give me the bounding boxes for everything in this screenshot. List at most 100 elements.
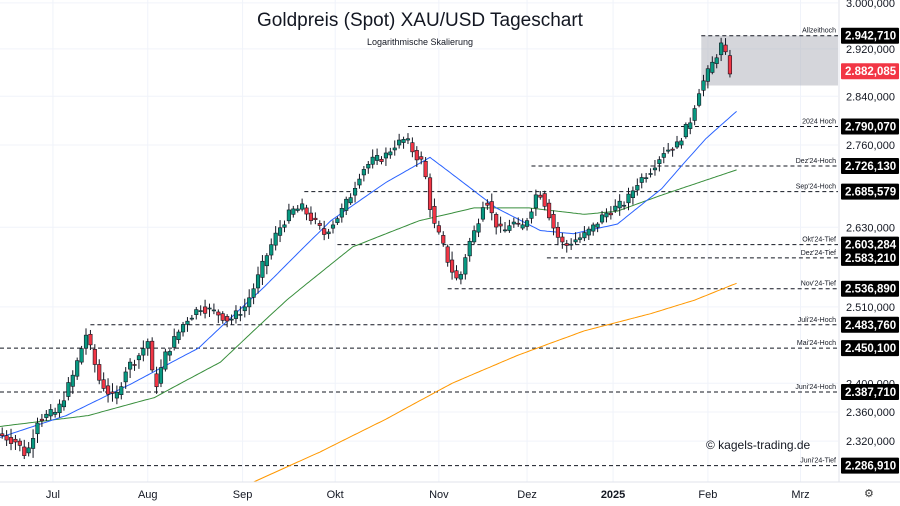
candle <box>158 367 164 384</box>
watermark: © kagels-trading.de <box>706 438 811 452</box>
y-tick-label: 2.510,000 <box>846 302 895 314</box>
candle <box>83 334 89 349</box>
chart-title: Goldpreis (Spot) XAU/USD Tageschart <box>257 10 583 31</box>
candle <box>450 259 455 273</box>
candle <box>167 351 172 356</box>
candle <box>502 229 508 232</box>
candle <box>538 194 543 198</box>
candle <box>141 348 146 356</box>
candle <box>220 313 225 321</box>
candle <box>97 364 102 381</box>
level-price-label: 2.536,890 <box>845 284 896 296</box>
candle <box>225 316 230 322</box>
candle <box>31 438 36 449</box>
candle <box>348 197 353 204</box>
x-tick-label: Feb <box>698 489 717 501</box>
candle <box>622 204 627 207</box>
y-tick-label: 2.920,000 <box>846 44 895 56</box>
candle <box>507 225 512 231</box>
level-price-label-box <box>841 340 899 357</box>
y-tick-label: 2.320,000 <box>846 436 895 448</box>
candle <box>176 331 181 340</box>
candle <box>564 243 569 246</box>
candle <box>308 212 314 221</box>
candle <box>291 208 296 215</box>
candle <box>683 124 688 138</box>
candle <box>185 320 190 325</box>
chart-subtitle: Logarithmische Skalierung <box>366 37 474 47</box>
candle <box>445 246 450 263</box>
candle <box>586 228 591 236</box>
candle <box>723 44 728 53</box>
level-price-label: 2.387,710 <box>845 387 896 399</box>
candle <box>203 306 208 314</box>
candle <box>657 159 662 164</box>
candle <box>410 142 415 153</box>
candle <box>317 223 322 226</box>
candle <box>639 177 644 183</box>
candle <box>48 409 53 417</box>
candle <box>295 208 300 211</box>
candle <box>211 309 216 312</box>
candle <box>454 270 459 279</box>
ma-slow-line <box>253 282 737 483</box>
candle <box>697 93 702 106</box>
candle <box>705 68 710 82</box>
candle <box>282 224 287 228</box>
candle <box>273 232 278 246</box>
candle <box>313 217 318 220</box>
candle <box>110 391 115 394</box>
candle <box>92 348 97 365</box>
candle <box>370 156 375 165</box>
candle <box>119 386 124 395</box>
candle <box>666 149 671 152</box>
candle <box>463 257 468 275</box>
level-name: Mai'24-Hoch <box>797 340 836 347</box>
candle <box>555 226 560 238</box>
candle <box>511 221 516 225</box>
candle <box>480 207 486 220</box>
candle <box>53 411 58 415</box>
candle <box>397 139 402 146</box>
candle <box>405 138 411 141</box>
candle <box>145 341 150 349</box>
candle <box>648 173 653 175</box>
candle <box>582 232 587 239</box>
candle <box>150 340 155 371</box>
level-price-label: 2.790,070 <box>845 122 896 134</box>
level-price-label: 2.685,579 <box>845 187 896 199</box>
y-tick-label: 2.630,000 <box>846 222 895 234</box>
level-price-label: 2.942,710 <box>845 31 896 43</box>
candle <box>136 355 141 361</box>
candle <box>613 205 618 211</box>
candle <box>339 208 344 218</box>
candle <box>644 177 649 179</box>
candle <box>264 255 269 267</box>
x-tick-label: 2025 <box>601 489 625 501</box>
candle <box>233 310 239 319</box>
gear-icon[interactable]: ⚙ <box>864 488 874 500</box>
candle <box>57 403 62 414</box>
level-name: Juli'24-Hoch <box>798 317 836 324</box>
candle <box>300 203 305 210</box>
candle <box>436 225 441 233</box>
candle <box>388 151 393 156</box>
current-price-label: 2.882,085 <box>845 66 897 78</box>
candle <box>414 150 419 161</box>
candle <box>361 169 366 176</box>
level-price-label-box <box>841 27 899 44</box>
candle <box>8 437 14 444</box>
candle <box>573 239 578 243</box>
level-price-label-box <box>841 384 899 401</box>
y-tick-label: 2.360,000 <box>846 407 895 419</box>
level-price-label: 2.603,284 <box>845 240 897 252</box>
candle <box>278 227 283 236</box>
candle <box>688 122 693 129</box>
candle <box>17 440 22 446</box>
candle <box>577 237 583 240</box>
candle <box>229 318 234 321</box>
candle <box>710 61 715 73</box>
candle <box>70 374 75 387</box>
candle <box>322 228 327 235</box>
